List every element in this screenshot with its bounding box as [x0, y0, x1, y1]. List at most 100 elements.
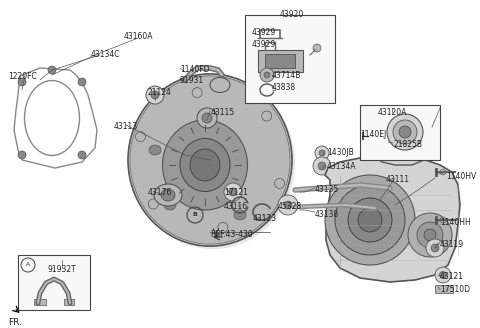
Text: 43123: 43123 — [253, 214, 277, 223]
Circle shape — [315, 146, 329, 160]
Text: 43134A: 43134A — [327, 162, 357, 171]
Text: 17510D: 17510D — [440, 285, 470, 294]
Text: 43134C: 43134C — [90, 50, 120, 59]
Circle shape — [264, 72, 270, 78]
Circle shape — [151, 91, 159, 99]
Text: 43111: 43111 — [386, 175, 410, 184]
Circle shape — [435, 267, 451, 283]
Ellipse shape — [130, 76, 290, 244]
Circle shape — [426, 239, 444, 257]
Circle shape — [284, 201, 292, 209]
Text: B: B — [192, 213, 197, 217]
Text: 43138: 43138 — [315, 210, 339, 219]
Circle shape — [348, 198, 392, 242]
Bar — [18, 255, 90, 310]
Text: 43714B: 43714B — [272, 71, 301, 80]
Circle shape — [48, 66, 56, 74]
Ellipse shape — [128, 74, 292, 246]
Text: 1140HV: 1140HV — [446, 172, 476, 181]
Text: 43135: 43135 — [315, 185, 339, 194]
Ellipse shape — [163, 120, 248, 210]
Text: 1140EJ: 1140EJ — [360, 130, 386, 139]
Text: FR.: FR. — [8, 318, 22, 327]
Text: A: A — [26, 262, 30, 268]
Text: 43160A: 43160A — [123, 32, 153, 41]
Text: 43929: 43929 — [252, 28, 276, 37]
Circle shape — [393, 120, 417, 144]
Polygon shape — [368, 107, 435, 165]
Bar — [34, 299, 46, 305]
Ellipse shape — [180, 138, 230, 192]
Text: 91931: 91931 — [180, 76, 204, 85]
Ellipse shape — [154, 184, 182, 206]
Text: 1220FC: 1220FC — [8, 72, 37, 81]
Text: 1140FD: 1140FD — [180, 65, 209, 74]
Circle shape — [408, 213, 452, 257]
Circle shape — [440, 217, 446, 223]
Circle shape — [318, 162, 326, 170]
Circle shape — [148, 199, 158, 209]
Circle shape — [18, 78, 26, 86]
Circle shape — [319, 150, 325, 156]
Circle shape — [374, 125, 396, 147]
Circle shape — [197, 108, 217, 128]
Circle shape — [358, 208, 382, 232]
Text: 43116: 43116 — [224, 202, 248, 211]
Bar — [245, 15, 335, 103]
Ellipse shape — [161, 189, 175, 201]
Circle shape — [229, 188, 237, 196]
Circle shape — [146, 86, 164, 104]
Text: 43120A: 43120A — [377, 108, 407, 117]
Circle shape — [275, 178, 285, 188]
Circle shape — [202, 113, 212, 123]
Bar — [360, 105, 440, 160]
Circle shape — [424, 229, 436, 241]
Circle shape — [440, 169, 446, 175]
Circle shape — [313, 157, 331, 175]
Circle shape — [192, 88, 202, 98]
Circle shape — [392, 121, 398, 129]
Polygon shape — [325, 155, 460, 282]
Circle shape — [325, 175, 415, 265]
Text: 21825B: 21825B — [393, 140, 422, 149]
Bar — [64, 299, 74, 305]
Ellipse shape — [190, 149, 220, 181]
Bar — [435, 285, 453, 293]
Circle shape — [278, 195, 298, 215]
Text: REF.43-430: REF.43-430 — [210, 230, 253, 239]
Text: 45328: 45328 — [278, 202, 302, 211]
Text: 43121: 43121 — [440, 272, 464, 281]
Text: 1140HH: 1140HH — [440, 218, 471, 227]
Text: 1430JB: 1430JB — [327, 148, 354, 157]
Text: 17121: 17121 — [224, 188, 248, 197]
Ellipse shape — [234, 210, 246, 220]
Circle shape — [78, 78, 86, 86]
Circle shape — [363, 131, 373, 141]
Polygon shape — [372, 116, 422, 160]
Text: 43113: 43113 — [114, 122, 138, 131]
Text: 43119: 43119 — [440, 240, 464, 249]
Circle shape — [431, 244, 439, 252]
Circle shape — [387, 114, 423, 150]
Text: 43115: 43115 — [211, 108, 235, 117]
Text: 43176: 43176 — [148, 188, 172, 197]
Text: 21124: 21124 — [148, 88, 172, 97]
Circle shape — [335, 185, 405, 255]
Ellipse shape — [149, 145, 161, 155]
Circle shape — [135, 132, 145, 142]
Ellipse shape — [210, 77, 230, 92]
Ellipse shape — [164, 200, 176, 210]
Circle shape — [18, 151, 26, 159]
Text: 43929: 43929 — [252, 40, 276, 49]
Circle shape — [399, 126, 411, 138]
Circle shape — [388, 118, 402, 132]
Circle shape — [380, 131, 390, 141]
Circle shape — [440, 272, 446, 278]
Circle shape — [313, 44, 321, 52]
Circle shape — [218, 222, 228, 232]
Text: 43920: 43920 — [280, 10, 304, 19]
Ellipse shape — [131, 77, 295, 249]
Circle shape — [262, 111, 272, 121]
Circle shape — [224, 183, 242, 201]
Circle shape — [260, 68, 274, 82]
